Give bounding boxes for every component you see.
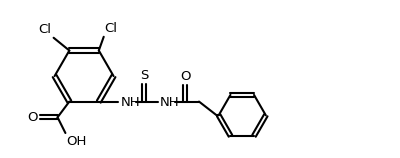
Text: NH: NH bbox=[160, 96, 179, 109]
Text: OH: OH bbox=[66, 135, 87, 148]
Text: Cl: Cl bbox=[105, 22, 118, 35]
Text: S: S bbox=[140, 69, 148, 82]
Text: Cl: Cl bbox=[39, 23, 52, 36]
Text: NH: NH bbox=[120, 96, 140, 109]
Text: O: O bbox=[28, 111, 38, 124]
Text: O: O bbox=[180, 70, 190, 83]
